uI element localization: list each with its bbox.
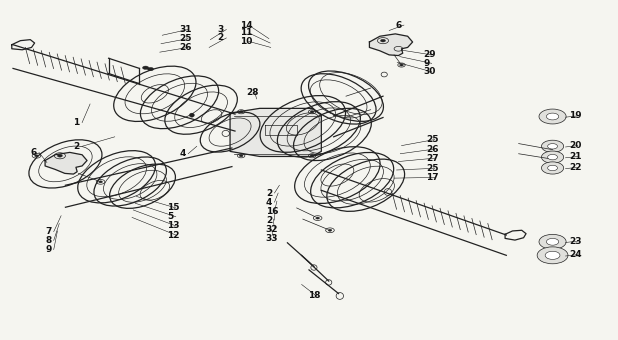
- Text: 26: 26: [426, 144, 439, 153]
- Text: 16: 16: [266, 207, 278, 216]
- Text: 19: 19: [569, 111, 582, 120]
- Text: 14: 14: [240, 21, 253, 30]
- Text: 33: 33: [266, 234, 278, 243]
- Polygon shape: [45, 152, 87, 174]
- Text: 27: 27: [426, 154, 439, 163]
- Text: 8: 8: [45, 236, 51, 245]
- Text: 17: 17: [426, 173, 439, 182]
- Text: 11: 11: [240, 28, 252, 37]
- Ellipse shape: [35, 155, 38, 157]
- Text: 2: 2: [266, 216, 272, 225]
- Ellipse shape: [537, 247, 568, 264]
- Ellipse shape: [539, 109, 566, 124]
- Ellipse shape: [57, 154, 62, 157]
- Ellipse shape: [541, 162, 564, 174]
- Ellipse shape: [148, 67, 154, 71]
- Ellipse shape: [239, 155, 243, 157]
- Text: 4: 4: [266, 198, 272, 207]
- Ellipse shape: [239, 111, 243, 113]
- Text: 7: 7: [45, 227, 51, 236]
- Ellipse shape: [548, 143, 557, 149]
- Ellipse shape: [400, 64, 404, 66]
- Text: 18: 18: [308, 291, 320, 301]
- Ellipse shape: [539, 234, 566, 249]
- Text: 25: 25: [426, 135, 439, 144]
- Ellipse shape: [546, 113, 559, 120]
- Text: 9: 9: [45, 245, 51, 254]
- Text: 25: 25: [426, 164, 439, 173]
- Ellipse shape: [548, 154, 557, 160]
- Ellipse shape: [316, 217, 320, 219]
- Text: 1: 1: [74, 118, 80, 127]
- Text: 9: 9: [423, 59, 430, 68]
- Text: 15: 15: [167, 203, 180, 212]
- Ellipse shape: [99, 181, 103, 183]
- Text: 2: 2: [74, 142, 80, 151]
- Text: 13: 13: [167, 221, 180, 231]
- Text: 5: 5: [167, 212, 174, 221]
- Ellipse shape: [328, 229, 332, 231]
- Ellipse shape: [310, 155, 314, 157]
- Text: 32: 32: [266, 225, 278, 234]
- Ellipse shape: [310, 111, 314, 113]
- Ellipse shape: [541, 140, 564, 152]
- Text: 6: 6: [396, 21, 402, 30]
- Text: 10: 10: [240, 37, 252, 46]
- Ellipse shape: [548, 165, 557, 171]
- Text: 2: 2: [218, 33, 224, 42]
- Ellipse shape: [541, 151, 564, 163]
- Text: 20: 20: [569, 141, 582, 150]
- Text: 3: 3: [218, 25, 224, 34]
- Ellipse shape: [545, 251, 560, 259]
- Text: 28: 28: [246, 88, 258, 97]
- Text: 4: 4: [179, 149, 186, 158]
- Text: 25: 25: [179, 34, 192, 43]
- Text: 6: 6: [30, 148, 36, 157]
- Text: 2: 2: [266, 188, 272, 198]
- Text: 30: 30: [423, 67, 436, 76]
- Polygon shape: [230, 108, 321, 156]
- Text: 26: 26: [179, 43, 192, 52]
- Text: 23: 23: [569, 237, 582, 245]
- Text: 21: 21: [569, 152, 582, 161]
- Ellipse shape: [381, 39, 386, 42]
- Polygon shape: [370, 34, 413, 55]
- Text: 29: 29: [423, 50, 436, 60]
- Ellipse shape: [546, 238, 559, 245]
- Ellipse shape: [143, 66, 149, 69]
- Text: 31: 31: [179, 25, 192, 34]
- Text: 22: 22: [569, 163, 582, 172]
- Ellipse shape: [189, 113, 194, 117]
- Text: 12: 12: [167, 231, 180, 239]
- Text: 24: 24: [569, 250, 582, 259]
